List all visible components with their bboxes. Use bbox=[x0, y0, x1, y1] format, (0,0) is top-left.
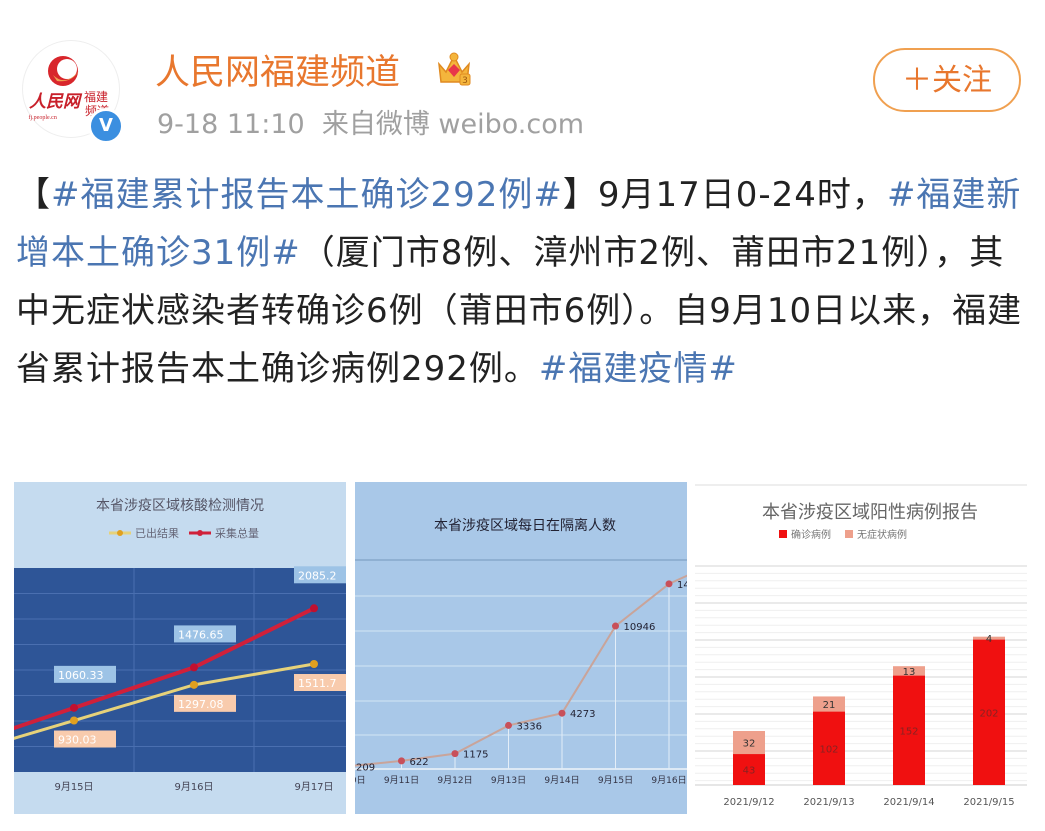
chart-title: 本省涉疫区域每日在隔离人数 bbox=[434, 517, 616, 534]
data-label-box bbox=[174, 625, 236, 643]
verified-icon: V bbox=[88, 108, 124, 144]
x-tick-label: 9月13日 bbox=[491, 775, 526, 786]
post-source[interactable]: 来自微博 weibo.com bbox=[321, 109, 585, 140]
bar-asymptomatic bbox=[893, 666, 925, 676]
chart-title: 本省涉疫区域核酸检测情况 bbox=[96, 498, 264, 514]
bar-confirmed bbox=[893, 675, 925, 785]
data-label-box bbox=[294, 566, 346, 584]
data-label: 2085.2 bbox=[298, 569, 337, 582]
text-segment: 【 bbox=[16, 175, 51, 215]
legend-label: 已出结果 bbox=[135, 526, 179, 540]
data-label: 43 bbox=[743, 766, 756, 777]
x-tick-label: 2021/9/15 bbox=[963, 797, 1014, 808]
data-point bbox=[310, 660, 318, 669]
x-tick-label: 9月16日 bbox=[651, 775, 686, 786]
data-point bbox=[190, 663, 198, 672]
data-label: 1060.33 bbox=[58, 669, 104, 682]
logo-text-part: 福建 bbox=[81, 89, 108, 104]
data-label-box bbox=[294, 674, 346, 692]
post-time: 9-18 11:10 bbox=[157, 109, 305, 140]
data-label: 4 bbox=[986, 634, 992, 645]
data-label: 152 bbox=[899, 726, 918, 737]
x-tick-label: 2021/9/14 bbox=[883, 797, 934, 808]
data-label: 202 bbox=[979, 708, 998, 719]
data-point bbox=[451, 750, 459, 758]
chart-background bbox=[355, 482, 687, 814]
data-label: 13 bbox=[903, 667, 916, 678]
series-line bbox=[355, 574, 687, 767]
data-label: 622 bbox=[410, 757, 429, 768]
series-line-1 bbox=[14, 606, 315, 731]
logo-text-part: fj.people.cn bbox=[27, 114, 57, 121]
data-label-box bbox=[54, 665, 116, 683]
data-point bbox=[70, 716, 78, 725]
x-tick-label: 9月12日 bbox=[437, 775, 472, 786]
data-point bbox=[665, 580, 673, 588]
legend-label: 确诊病例 bbox=[791, 528, 831, 541]
data-point bbox=[558, 709, 566, 717]
data-label: 1175 bbox=[463, 750, 488, 761]
chart-image-quarantine[interactable]: 本省涉疫区域每日在隔离人数 209 622 1175 3336 4273 10946 1418… bbox=[355, 482, 687, 814]
legend-marker bbox=[117, 530, 123, 536]
bar-asymptomatic bbox=[973, 636, 1005, 640]
x-tick-label: 9月15日 bbox=[598, 775, 633, 786]
data-label: 14180 bbox=[677, 580, 687, 591]
x-tick-label: 9月10日 bbox=[355, 775, 366, 786]
data-label: 102 bbox=[819, 744, 838, 755]
x-tick-label: 2021/9/13 bbox=[803, 797, 854, 808]
data-point bbox=[310, 604, 318, 613]
x-tick-label: 9月17日 bbox=[294, 781, 333, 793]
chart-image-positive-cases[interactable]: 本省涉疫区域阳性病例报告确诊病例 无症状病例 43 32 2021/9/12 102 21 2… bbox=[695, 482, 1027, 814]
data-label-box bbox=[54, 730, 116, 748]
data-label: 10946 bbox=[624, 622, 656, 633]
data-label: 209 bbox=[356, 762, 375, 773]
data-point bbox=[398, 757, 405, 765]
legend-swatch bbox=[779, 530, 787, 538]
x-tick-label: 9月15日 bbox=[54, 781, 93, 793]
hashtag-link[interactable]: #福建累计报告本土确诊292例# bbox=[51, 175, 563, 215]
data-label: 1511.7 bbox=[298, 677, 337, 690]
legend-marker bbox=[197, 530, 203, 536]
data-label: 21 bbox=[823, 700, 836, 711]
data-label: 32 bbox=[743, 739, 756, 750]
legend-swatch bbox=[845, 530, 853, 538]
data-point bbox=[190, 680, 198, 689]
text-segment: （厦门市8例、漳州市2例、莆田市21例），其中无症状感染者转确诊6例（莆田市6例… bbox=[16, 233, 1023, 389]
hashtag-link[interactable]: #福建疫情# bbox=[538, 349, 738, 389]
level-number: 3 bbox=[462, 76, 468, 86]
data-point bbox=[70, 703, 78, 712]
data-label: 1297.08 bbox=[178, 698, 224, 711]
data-point bbox=[612, 622, 619, 630]
legend-label: 采集总量 bbox=[215, 526, 259, 540]
legend-label: 无症状病例 bbox=[857, 528, 907, 541]
data-point bbox=[505, 721, 512, 729]
data-label: 3336 bbox=[517, 721, 542, 732]
series-line-0 bbox=[14, 662, 315, 740]
bar-confirmed bbox=[813, 711, 845, 785]
account-name[interactable]: 人民网福建频道 bbox=[155, 53, 401, 93]
text-segment: 】9月17日0-24时， bbox=[562, 175, 887, 215]
data-label: 930.03 bbox=[58, 734, 97, 747]
chart-title: 本省涉疫区域阳性病例报告 bbox=[762, 502, 978, 523]
post-text: 【#福建累计报告本土确诊292例#】9月17日0-24时，#福建新增本土确诊31… bbox=[16, 166, 1026, 398]
data-label: 4273 bbox=[570, 709, 595, 720]
x-tick-label: 9月11日 bbox=[384, 775, 419, 786]
data-label: 1476.65 bbox=[178, 628, 224, 641]
chart-image-nucleic-tests[interactable]: 本省涉疫区域核酸检测情况已出结果 采集总量 930.03 1297.08 1511.7 1… bbox=[14, 482, 346, 814]
bar-confirmed bbox=[733, 754, 765, 785]
x-tick-label: 2021/9/12 bbox=[723, 797, 774, 808]
bar-asymptomatic bbox=[813, 696, 845, 712]
x-tick-label: 9月16日 bbox=[174, 781, 213, 793]
crown-badge-icon[interactable]: 3 bbox=[436, 50, 472, 86]
hashtag-link[interactable]: #福建新增本土确诊31例# bbox=[16, 175, 1022, 273]
bar-confirmed bbox=[973, 639, 1005, 785]
bar-asymptomatic bbox=[733, 731, 765, 755]
x-tick-label: 9月14日 bbox=[544, 775, 579, 786]
follow-button[interactable]: ＋关注 bbox=[873, 48, 1021, 112]
logo-text-part: 人民网 bbox=[29, 92, 83, 111]
data-label-box bbox=[174, 694, 236, 712]
post-meta: 9-18 11:10 来自微博 weibo.com bbox=[157, 102, 584, 141]
